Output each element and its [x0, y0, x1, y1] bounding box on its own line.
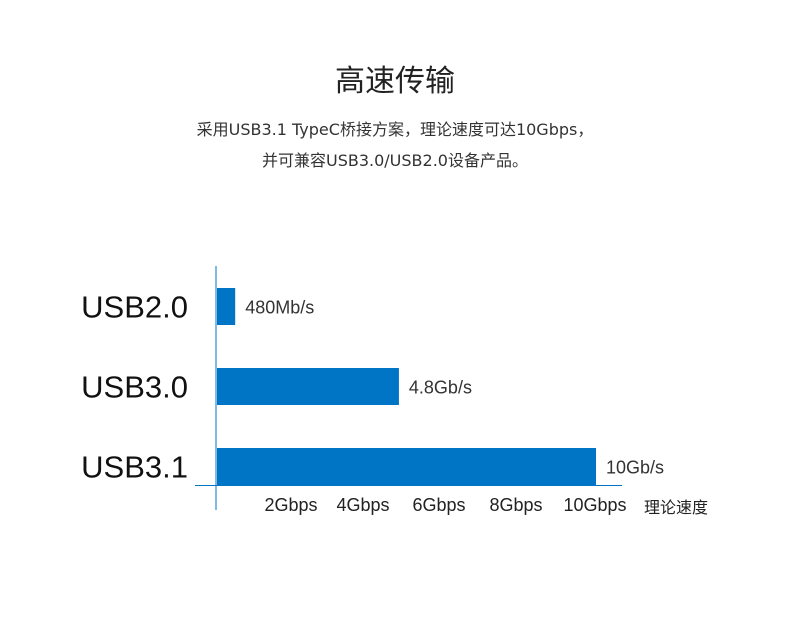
bar-usb3-0: [217, 368, 399, 405]
x-tick-label: 6Gbps: [412, 495, 465, 515]
x-tick-label: 2Gbps: [264, 495, 317, 515]
x-axis-label: 理论速度: [644, 498, 708, 517]
x-tick-label: 8Gbps: [489, 495, 542, 515]
category-label: USB2.0: [81, 290, 188, 325]
data-label: 10Gb/s: [606, 458, 664, 478]
bar-usb3-1: [217, 448, 596, 485]
category-label: USB3.0: [81, 370, 188, 405]
x-tick-label: 10Gbps: [563, 495, 626, 515]
category-label: USB3.1: [81, 450, 188, 485]
page-title: 高速传输: [335, 64, 455, 99]
x-tick-label: 4Gbps: [336, 495, 389, 515]
bar-usb2-0: [217, 288, 236, 325]
data-label: 4.8Gb/s: [409, 378, 472, 398]
subtitle-line-1: 采用USB3.1 TypeC桥接方案，理论速度可达10Gbps，: [196, 120, 594, 139]
data-label: 480Mb/s: [245, 298, 314, 318]
subtitle-line-2: 并可兼容USB3.0/USB2.0设备产品。: [262, 151, 528, 170]
